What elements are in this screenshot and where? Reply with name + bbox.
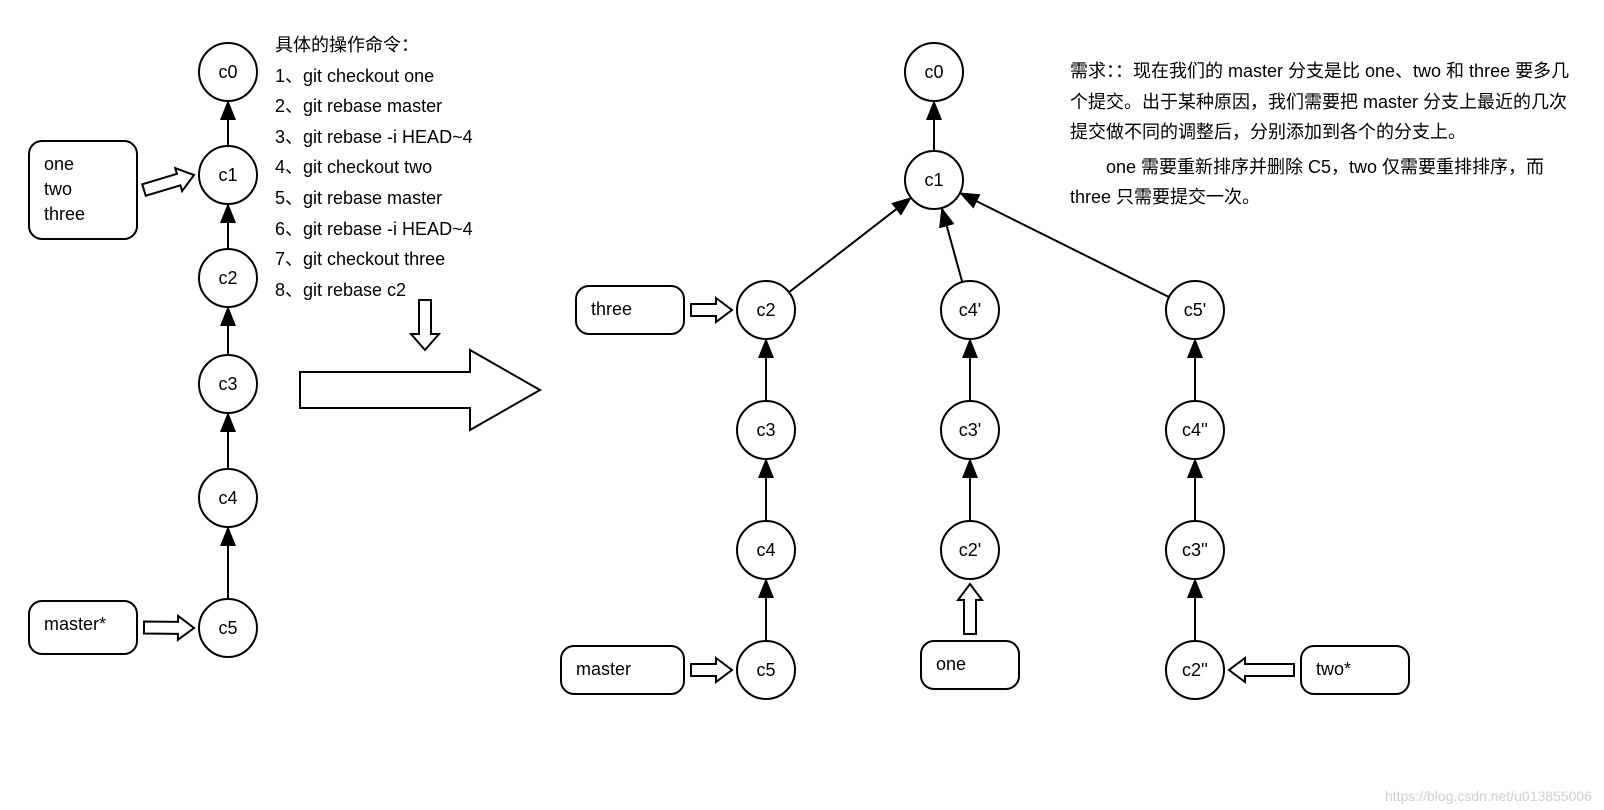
commit-node-r-c2p: c2' <box>940 520 1000 580</box>
branch-label-three: three <box>575 285 685 335</box>
branch-label-one: one <box>920 640 1020 690</box>
branch-label-master: master <box>560 645 685 695</box>
watermark: https://blog.csdn.net/u013855006 <box>1385 788 1592 804</box>
commit-node-r-c2: c2 <box>736 280 796 340</box>
commit-node-r-c4p: c4' <box>940 280 1000 340</box>
commit-node-r-c3pp: c3'' <box>1165 520 1225 580</box>
commit-node-r-c1: c1 <box>904 150 964 210</box>
commit-node-c5: c5 <box>198 598 258 658</box>
commit-node-r-c5: c5 <box>736 640 796 700</box>
commit-node-c1: c1 <box>198 145 258 205</box>
commit-node-r-c3p: c3' <box>940 400 1000 460</box>
branch-label-one-two-three: onetwothree <box>28 140 138 240</box>
commit-node-r-c4: c4 <box>736 520 796 580</box>
branch-label-master-star: master* <box>28 600 138 655</box>
commit-node-r-c5p: c5' <box>1165 280 1225 340</box>
commit-node-r-c3: c3 <box>736 400 796 460</box>
branch-label-two-star: two* <box>1300 645 1410 695</box>
commit-node-r-c0: c0 <box>904 42 964 102</box>
commit-node-c0: c0 <box>198 42 258 102</box>
commit-node-c4: c4 <box>198 468 258 528</box>
requirement-text: 需求：：现在我们的 master 分支是比 one、two 和 three 要多… <box>1070 56 1570 217</box>
commit-node-r-c2pp: c2'' <box>1165 640 1225 700</box>
commit-node-c2: c2 <box>198 248 258 308</box>
commit-node-r-c4pp: c4'' <box>1165 400 1225 460</box>
commit-node-c3: c3 <box>198 354 258 414</box>
commands-list: 具体的操作命令：1、git checkout one2、git rebase m… <box>275 30 473 305</box>
